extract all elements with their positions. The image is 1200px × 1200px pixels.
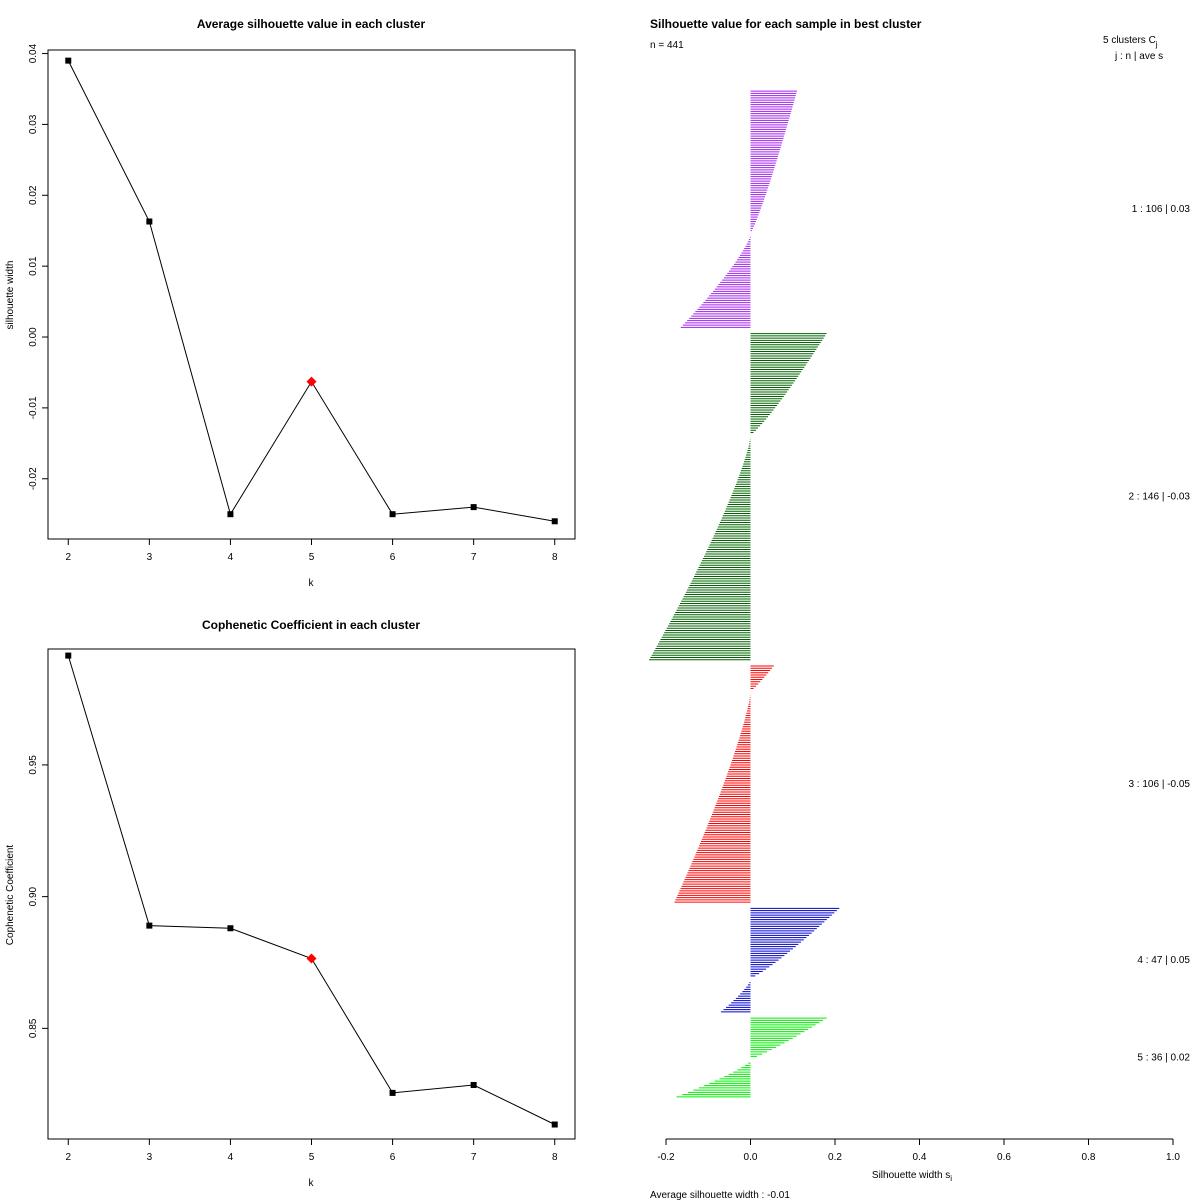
x-tick-label: 3 (147, 1152, 153, 1163)
panel3-xlabel: Silhouette width si (872, 1170, 952, 1183)
panel2-plot: 2 3 4 5 6 7 8 0.85 0.90 0.95 (28, 652, 558, 1163)
data-point (389, 1089, 396, 1096)
series-line (67, 60, 555, 522)
cluster-label: 1 : 106 | 0.03 (1132, 204, 1191, 215)
x-tick-label: 2 (65, 1152, 71, 1163)
data-point (470, 504, 477, 511)
data-point (146, 922, 153, 929)
x-tick-label: 8 (552, 552, 558, 563)
y-tick-label: 0.90 (28, 886, 39, 906)
x-tick-label: 1.0 (1166, 1152, 1180, 1163)
data-point (551, 518, 558, 525)
data-point (146, 218, 153, 225)
panel2-ylabel: Cophenetic Coefficient (5, 845, 16, 946)
silhouette-average-chart: Average silhouette value in each cluster… (5, 17, 576, 589)
panel2-title: Cophenetic Coefficient in each cluster (202, 618, 420, 632)
x-tick-label: 0.8 (1082, 1152, 1096, 1163)
y-tick-label: 0.00 (28, 327, 39, 347)
x-tick-label: 0.2 (828, 1152, 842, 1163)
x-tick-label: 2 (65, 552, 71, 563)
y-tick-label: 0.95 (28, 755, 39, 775)
series-line (67, 655, 555, 1125)
silhouette-samples-chart: Silhouette value for each sample in best… (649, 17, 1190, 1200)
data-point (389, 511, 396, 518)
x-tick-label: 8 (552, 1152, 558, 1163)
x-tick-label: 6 (390, 552, 396, 563)
data-point (470, 1081, 477, 1088)
panel2-xlabel: k (309, 1178, 315, 1189)
x-tick-label: 6 (390, 1152, 396, 1163)
x-tick-label: 7 (471, 552, 477, 563)
y-tick-label: -0.01 (28, 396, 39, 419)
best-k-point (306, 376, 317, 387)
y-tick-label: 0.01 (28, 256, 39, 276)
x-tick-label: 0.0 (744, 1152, 758, 1163)
panel1-title: Average silhouette value in each cluster (197, 17, 426, 31)
data-point (227, 925, 234, 932)
x-tick-label: 3 (147, 552, 153, 563)
data-point (65, 652, 72, 659)
legend-header: 5 clusters Cj (1103, 35, 1158, 49)
x-tick-label: 7 (471, 1152, 477, 1163)
cluster-label: 5 : 36 | 0.02 (1137, 1053, 1190, 1064)
panel1-xlabel: k (309, 578, 315, 589)
y-tick-label: -0.02 (28, 467, 39, 490)
panel2-frame (47, 648, 576, 1140)
x-tick-label: 0.4 (913, 1152, 927, 1163)
data-point (551, 1121, 558, 1128)
cluster-label: 2 : 146 | -0.03 (1128, 492, 1190, 503)
y-tick-label: 0.85 (28, 1018, 39, 1038)
panel3-plot: -0.2 0.0 0.2 0.4 0.6 0.8 1.0 1 : 106 | 0.03 2 : … (649, 90, 1191, 1163)
average-silhouette-footer: Average silhouette width : -0.01 (650, 1190, 790, 1200)
y-tick-label: 0.04 (28, 43, 39, 63)
cluster-label: 3 : 106 | -0.05 (1128, 779, 1190, 790)
x-tick-label: -0.2 (657, 1152, 675, 1163)
sample-count: n = 441 (650, 40, 684, 51)
data-point (65, 57, 72, 64)
panel1-frame (47, 49, 576, 540)
x-tick-label: 5 (309, 1152, 315, 1163)
x-tick-label: 4 (228, 552, 234, 563)
panel1-ylabel: silhouette width (5, 261, 16, 330)
panel3-title: Silhouette value for each sample in best… (650, 17, 922, 31)
y-tick-label: 0.02 (28, 185, 39, 205)
panel1-plot: 2 3 4 5 6 7 8 -0.02 -0.01 0.00 0.01 0.02 0.03 0.04 (28, 43, 558, 563)
x-tick-label: 5 (309, 552, 315, 563)
x-tick-label: 0.6 (997, 1152, 1011, 1163)
data-point (227, 511, 234, 518)
x-tick-label: 4 (228, 1152, 234, 1163)
best-k-point (306, 953, 317, 964)
y-tick-label: 0.03 (28, 114, 39, 134)
cophenetic-chart: Cophenetic Coefficient in each cluster k… (5, 618, 576, 1189)
cluster-label: 4 : 47 | 0.05 (1137, 955, 1190, 966)
legend-subheader: j : n | ave s (1114, 51, 1163, 62)
